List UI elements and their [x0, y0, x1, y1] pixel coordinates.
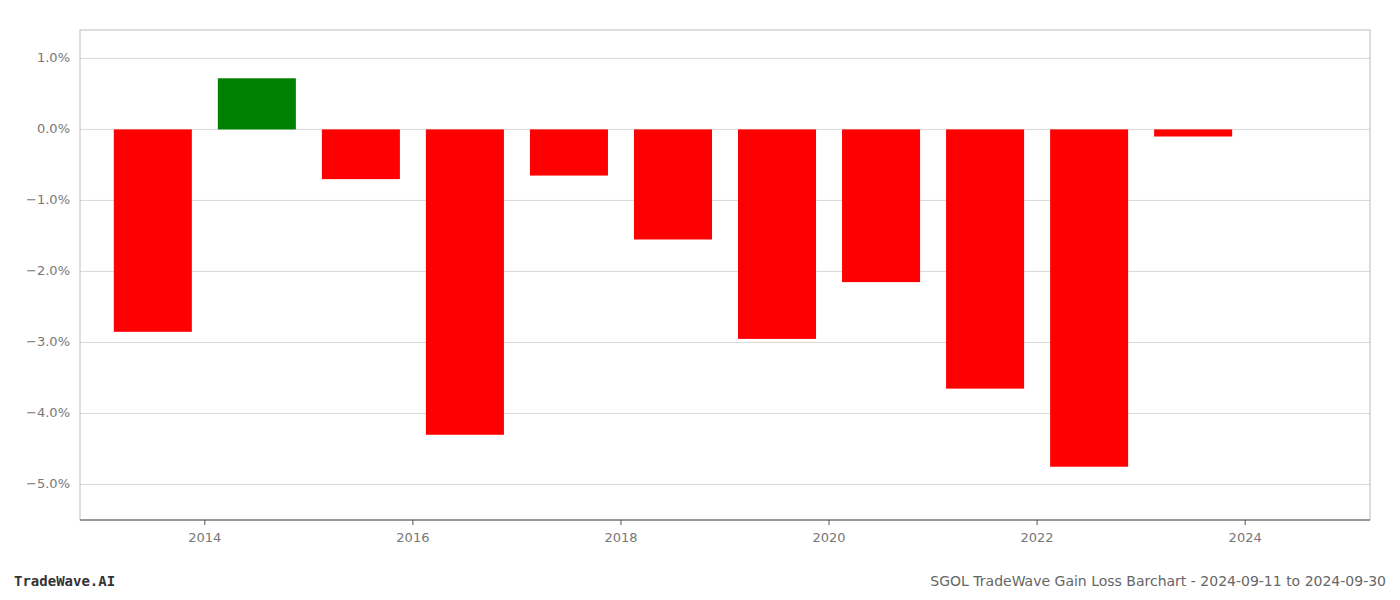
y-tick-label: 0.0%: [37, 121, 70, 136]
y-tick-label: −1.0%: [26, 192, 70, 207]
bars: [114, 78, 1232, 466]
y-axis: 1.0% 0.0% −1.0% −2.0% −3.0% −4.0% −5.0%: [26, 50, 70, 491]
grid-line: [80, 271, 1370, 272]
x-tick-label: 2024: [1229, 530, 1262, 545]
x-axis-line: [80, 520, 1370, 521]
y-tick-label: −5.0%: [26, 476, 70, 491]
x-tick: [412, 520, 413, 525]
bar: [530, 129, 608, 175]
y-tick-label: −3.0%: [26, 334, 70, 349]
bar: [946, 129, 1024, 388]
y-tick-label: −2.0%: [26, 263, 70, 278]
bar: [738, 129, 816, 338]
bar: [1050, 129, 1128, 466]
bar: [218, 78, 296, 129]
bar: [426, 129, 504, 434]
x-tick: [1037, 520, 1038, 525]
footer-left: TradeWave.AI: [14, 573, 115, 589]
chart: 1.0%0.0%−1.0%−2.0%−3.0%−4.0%−5.0%2014201…: [0, 0, 1400, 600]
bar: [322, 129, 400, 179]
x-tick-label: 2018: [604, 530, 637, 545]
y-tick-label: −4.0%: [26, 405, 70, 420]
grid-line: [80, 342, 1370, 343]
bar: [842, 129, 920, 282]
background: [0, 0, 1400, 600]
plot-frame: [80, 30, 1370, 520]
y-tick-label: 1.0%: [37, 50, 70, 65]
x-tick-label: 2016: [396, 530, 429, 545]
grid-line: [80, 413, 1370, 414]
footer-right: SGOL TradeWave Gain Loss Barchart - 2024…: [930, 573, 1386, 589]
bar: [114, 129, 192, 331]
grid: [80, 58, 1370, 484]
x-tick: [204, 520, 205, 525]
bar: [634, 129, 712, 239]
x-tick: [1245, 520, 1246, 525]
x-tick: [829, 520, 830, 525]
x-tick: [620, 520, 621, 525]
x-tick-label: 2020: [812, 530, 845, 545]
x-axis: 2014 2016 2018 2020 2022 2024: [188, 520, 1261, 545]
bar: [1154, 129, 1232, 136]
x-tick-label: 2022: [1021, 530, 1054, 545]
grid-line: [80, 200, 1370, 201]
grid-line: [80, 484, 1370, 485]
x-tick-label: 2014: [188, 530, 221, 545]
grid-line: [80, 58, 1370, 59]
